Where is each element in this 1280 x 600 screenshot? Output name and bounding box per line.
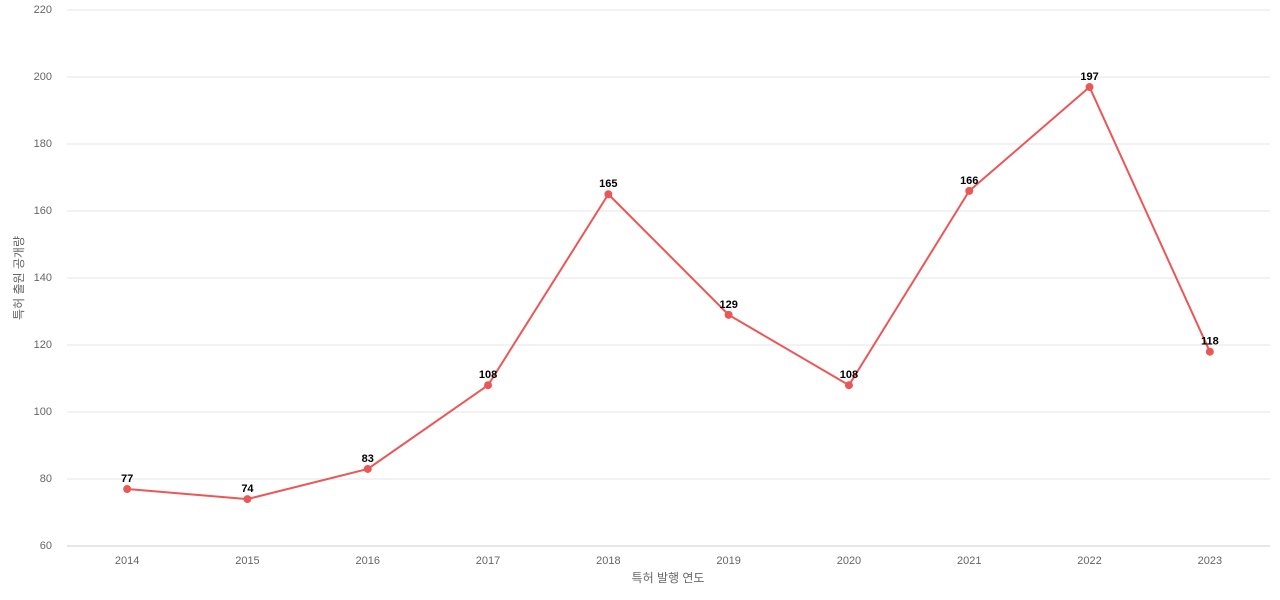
point xyxy=(844,381,853,390)
point xyxy=(123,485,132,494)
x-tick-label: 2019 xyxy=(716,555,740,567)
data-label: 166 xyxy=(960,175,978,187)
line xyxy=(127,85,1211,501)
point xyxy=(965,186,974,195)
x-tick-label: 2014 xyxy=(115,555,139,567)
y-tick-label: 60 xyxy=(40,540,52,552)
data-label: 118 xyxy=(1201,336,1219,348)
y-tick-label: 160 xyxy=(34,205,52,217)
x-tick-label: 2017 xyxy=(476,555,500,567)
x-tick-label: 2018 xyxy=(596,555,620,567)
point xyxy=(724,310,733,319)
y-axis-label: 특허 출원 공개량 xyxy=(12,236,26,320)
y-tick-label: 120 xyxy=(34,339,52,351)
data-label: 108 xyxy=(479,369,497,381)
point xyxy=(243,495,252,504)
y-tick-label: 140 xyxy=(34,272,52,284)
x-tick-label: 2016 xyxy=(356,555,380,567)
point xyxy=(604,190,613,199)
x-tick-label: 2015 xyxy=(235,555,259,567)
x-tick-label: 2022 xyxy=(1077,555,1101,567)
point xyxy=(363,464,372,473)
x-tick-label: 2023 xyxy=(1198,555,1222,567)
x-axis-label: 특허 발행 연도 xyxy=(632,570,705,585)
data-label: 165 xyxy=(599,178,617,190)
y-tick-label: 200 xyxy=(34,71,52,83)
x-tick-label: 2020 xyxy=(837,555,861,567)
data-label: 108 xyxy=(840,369,858,381)
y-tick-label: 100 xyxy=(34,406,52,418)
y-tick-label: 180 xyxy=(34,138,52,150)
point xyxy=(1205,347,1214,356)
point xyxy=(484,381,493,390)
y-tick-label: 220 xyxy=(34,4,52,16)
x-tick-label: 2021 xyxy=(957,555,981,567)
data-label: 77 xyxy=(121,473,133,485)
data-label: 74 xyxy=(241,483,254,495)
data-label: 83 xyxy=(362,453,374,465)
point xyxy=(1085,83,1094,92)
y-tick-label: 80 xyxy=(40,473,52,485)
data-label: 129 xyxy=(719,299,737,311)
data-label: 197 xyxy=(1080,71,1098,83)
